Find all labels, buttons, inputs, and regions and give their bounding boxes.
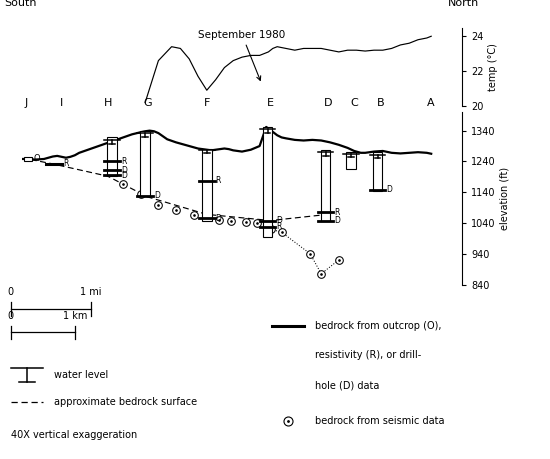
Text: A: A bbox=[427, 98, 435, 107]
Text: D: D bbox=[121, 171, 127, 180]
Text: E: E bbox=[267, 98, 274, 107]
Text: bedrock from seismic data: bedrock from seismic data bbox=[315, 416, 444, 426]
Text: bedrock from outcrop (O),: bedrock from outcrop (O), bbox=[315, 320, 442, 330]
Text: September 1980: September 1980 bbox=[199, 30, 285, 80]
Bar bbox=[263, 127, 272, 237]
Text: D: D bbox=[121, 166, 127, 174]
Text: O: O bbox=[34, 155, 41, 163]
Y-axis label: temp (°C): temp (°C) bbox=[488, 43, 498, 91]
Text: H: H bbox=[103, 98, 112, 107]
Text: South: South bbox=[4, 0, 37, 8]
Bar bbox=[107, 137, 117, 176]
Bar bbox=[24, 157, 32, 161]
Text: D: D bbox=[386, 185, 392, 194]
Text: 1 mi: 1 mi bbox=[80, 287, 102, 297]
Text: C: C bbox=[350, 98, 358, 107]
Text: R: R bbox=[216, 176, 221, 185]
Y-axis label: elevation (ft): elevation (ft) bbox=[500, 167, 510, 230]
Text: R: R bbox=[276, 222, 282, 231]
Text: 1 km: 1 km bbox=[63, 311, 87, 320]
Text: North: North bbox=[448, 0, 480, 8]
Bar bbox=[321, 150, 331, 220]
Text: G: G bbox=[143, 98, 152, 107]
Text: D: D bbox=[323, 98, 332, 107]
Text: D: D bbox=[154, 191, 160, 201]
Bar bbox=[373, 152, 382, 190]
Text: resistivity (R), or drill-: resistivity (R), or drill- bbox=[315, 350, 421, 360]
Text: R: R bbox=[121, 157, 126, 166]
Text: water level: water level bbox=[53, 370, 108, 380]
Bar bbox=[346, 151, 356, 169]
Text: 40X vertical exaggeration: 40X vertical exaggeration bbox=[11, 430, 137, 440]
Text: D: D bbox=[334, 216, 340, 225]
Text: R: R bbox=[63, 159, 68, 168]
Text: hole (D) data: hole (D) data bbox=[315, 380, 380, 390]
Bar bbox=[202, 149, 212, 222]
Text: approximate bedrock surface: approximate bedrock surface bbox=[53, 397, 197, 407]
Text: B: B bbox=[377, 98, 384, 107]
Bar bbox=[140, 131, 150, 196]
Text: J: J bbox=[25, 98, 28, 107]
Text: I: I bbox=[60, 98, 63, 107]
Text: 0: 0 bbox=[8, 287, 14, 297]
Text: 0: 0 bbox=[8, 311, 14, 320]
Text: R: R bbox=[334, 208, 340, 217]
Text: F: F bbox=[204, 98, 210, 107]
Text: D: D bbox=[276, 216, 282, 225]
Text: D: D bbox=[216, 214, 222, 223]
